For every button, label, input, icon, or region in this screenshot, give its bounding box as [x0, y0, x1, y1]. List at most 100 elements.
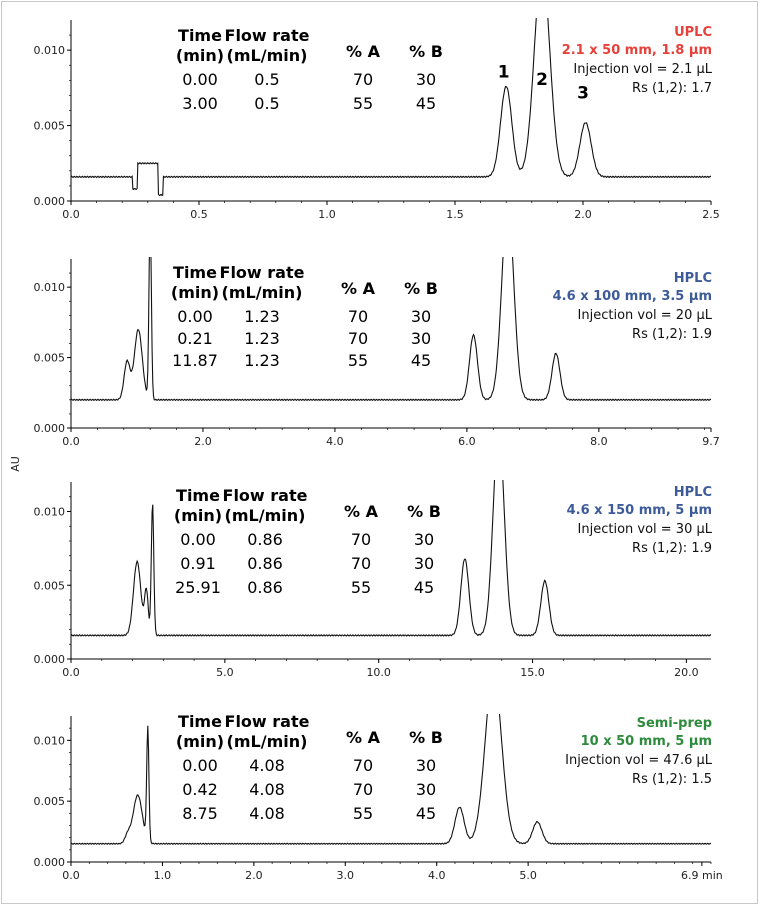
gradient-cell: 0.5: [254, 94, 279, 113]
x-tick-label: 2.5: [702, 208, 720, 221]
gradient-cell: 0.00: [180, 530, 216, 549]
injection-volume: Injection vol = 47.6 µL: [565, 753, 713, 768]
gradient-cell: 70: [351, 530, 371, 549]
gradient-header-unit: (min): [176, 46, 224, 65]
gradient-header: Time: [178, 26, 222, 45]
gradient-header: Time: [176, 486, 220, 505]
x-tick-label: 20.0: [674, 666, 699, 679]
gradient-cell: 55: [348, 351, 368, 370]
gradient-cell: 30: [416, 780, 436, 799]
gradient-header: Time: [173, 263, 217, 282]
gradient-cell: 45: [416, 94, 436, 113]
injection-volume: Injection vol = 30 µL: [578, 522, 713, 537]
gradient-header: % A: [344, 502, 379, 521]
gradient-cell: 55: [353, 94, 373, 113]
gradient-header: Flow rate: [225, 26, 310, 45]
gradient-header: Flow rate: [220, 263, 305, 282]
gradient-table: Time(min)Flow rate(mL/min) % A % B 0.00 0.5 7…: [176, 26, 443, 113]
x-tick-label: 6.9 min: [681, 869, 723, 882]
column-mode: Semi-prep: [637, 716, 712, 731]
y-tick-label: 0.005: [34, 120, 66, 133]
gradient-header: Flow rate: [225, 712, 310, 731]
x-tick-label: 0.0: [62, 666, 80, 679]
gradient-header: % B: [409, 728, 443, 747]
y-tick-label: 0.010: [34, 734, 66, 747]
gradient-header-unit: (mL/min): [225, 506, 306, 525]
resolution: Rs (1,2): 1.5: [632, 772, 712, 787]
column-mode: HPLC: [674, 271, 712, 286]
x-tick-label: 3.0: [337, 869, 355, 882]
gradient-header-unit: (min): [176, 732, 224, 751]
x-tick-label: 8.0: [590, 435, 608, 448]
gradient-header: % A: [346, 42, 381, 61]
gradient-header: % B: [409, 42, 443, 61]
gradient-cell: 0.91: [180, 554, 216, 573]
gradient-cell: 0.86: [247, 578, 283, 597]
injection-volume: Injection vol = 20 µL: [578, 308, 713, 323]
chromatogram-trace: [71, 480, 711, 637]
x-tick-label: 15.0: [520, 666, 545, 679]
column-dimensions: 2.1 x 50 mm, 1.8 µm: [562, 43, 712, 58]
gradient-cell: 70: [348, 329, 368, 348]
gradient-cell: 70: [353, 756, 373, 775]
x-tick-label: 5.0: [216, 666, 234, 679]
gradient-cell: 30: [411, 329, 431, 348]
gradient-table: Time(min)Flow rate(mL/min) % A % B 0.00 0.86…: [174, 486, 441, 597]
y-tick-label: 0.005: [34, 579, 66, 592]
gradient-cell: 70: [348, 307, 368, 326]
gradient-cell: 30: [414, 530, 434, 549]
gradient-cell: 0.00: [177, 307, 213, 326]
gradient-table: Time(min)Flow rate(mL/min) % A % B 0.00 4.08…: [176, 712, 443, 823]
gradient-cell: 0.86: [247, 554, 283, 573]
y-tick-label: 0.000: [34, 195, 66, 208]
column-info: HPLC 4.6 x 150 mm, 5 µm Injection vol = 30…: [567, 485, 713, 556]
peak-label-3: 3: [577, 83, 589, 103]
gradient-header: % B: [404, 279, 438, 298]
gradient-cell: 45: [414, 578, 434, 597]
gradient-cell: 70: [353, 70, 373, 89]
x-tick-label: 6.0: [458, 435, 476, 448]
gradient-cell: 1.23: [244, 307, 280, 326]
chart-panel-3: 0.000 0.005 0.010 0.0 5.0 10.0 15.0 20.0 Time(mi…: [34, 480, 713, 679]
x-tick-label: 5.0: [519, 869, 537, 882]
chart-panel-1: 0.000 0.005 0.010 0.0 0.5 1.0 1.5 2.0 2.5 1 2 3 Time…: [34, 18, 720, 221]
resolution: Rs (1,2): 1.7: [632, 81, 712, 96]
chromatogram-trace: [71, 18, 711, 197]
gradient-cell: 0.21: [177, 329, 213, 348]
x-tick-label: 2.0: [194, 435, 212, 448]
gradient-header: % B: [407, 502, 441, 521]
column-info: HPLC 4.6 x 100 mm, 3.5 µm Injection vol = …: [553, 271, 713, 342]
y-tick-label: 0.000: [34, 422, 66, 435]
x-tick-label: 9.7: [702, 435, 720, 448]
gradient-cell: 1.23: [244, 329, 280, 348]
gradient-cell: 11.87: [172, 351, 218, 370]
gradient-cell: 30: [411, 307, 431, 326]
gradient-cell: 0.5: [254, 70, 279, 89]
y-tick-label: 0.010: [34, 44, 66, 57]
y-tick-label: 0.000: [34, 653, 66, 666]
x-tick-label: 0.5: [190, 208, 208, 221]
column-info: Semi-prep 10 x 50 mm, 5 µm Injection vol =…: [565, 716, 713, 787]
x-tick-label: 0.0: [62, 869, 80, 882]
gradient-cell: 1.23: [244, 351, 280, 370]
x-tick-label: 0.0: [62, 208, 80, 221]
gradient-cell: 30: [416, 756, 436, 775]
gradient-cell: 0.00: [182, 756, 218, 775]
gradient-header-unit: (mL/min): [222, 283, 303, 302]
x-tick-label: 2.0: [574, 208, 592, 221]
chromatogram-trace: [71, 714, 711, 845]
chromatogram-trace: [71, 257, 711, 402]
peak-label-2: 2: [536, 70, 548, 90]
y-tick-label: 0.010: [34, 506, 66, 519]
gradient-cell: 25.91: [175, 578, 221, 597]
gradient-cell: 4.08: [249, 804, 285, 823]
column-mode: HPLC: [674, 485, 712, 500]
gradient-header: % A: [341, 279, 376, 298]
gradient-table: Time(min)Flow rate(mL/min) % A % B 0.00 1.23…: [171, 263, 438, 370]
column-dimensions: 10 x 50 mm, 5 µm: [581, 734, 712, 749]
injection-volume: Injection vol = 2.1 µL: [573, 62, 712, 77]
gradient-cell: 4.08: [249, 756, 285, 775]
gradient-cell: 45: [411, 351, 431, 370]
